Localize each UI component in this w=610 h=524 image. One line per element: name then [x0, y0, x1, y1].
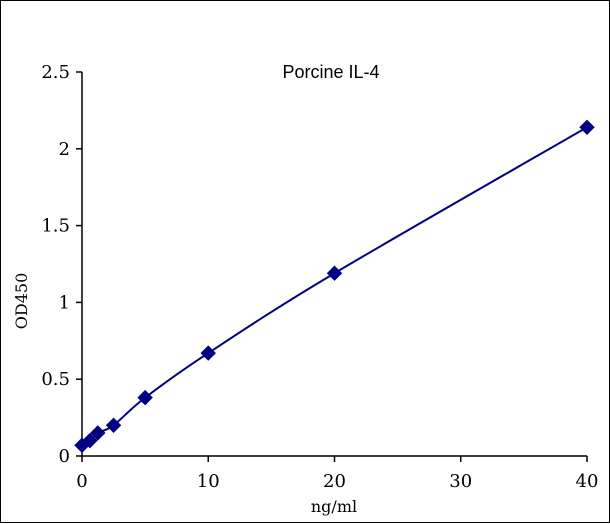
data-point [90, 425, 106, 441]
data-point [579, 119, 595, 136]
x-tick-label: 30 [449, 471, 472, 492]
fit-curve [81, 126, 588, 447]
y-axis-title: OD450 [12, 273, 31, 329]
x-tick-label: 20 [323, 471, 346, 492]
data-point [200, 345, 216, 361]
y-tick-label: 0 [59, 446, 70, 467]
y-tick-label: 1.5 [41, 216, 70, 237]
x-tick-label: 40 [576, 471, 599, 492]
x-tick-label: 10 [197, 471, 220, 492]
data-point [326, 265, 343, 281]
data-point [137, 389, 153, 406]
x-tick-label: 0 [76, 471, 87, 492]
y-tick-label: 0.5 [41, 369, 70, 390]
y-tick-label: 1 [59, 292, 70, 313]
y-tick-label: 2 [59, 139, 70, 160]
data-point [105, 417, 122, 433]
chart-title: Porcine IL-4 [282, 62, 379, 82]
marks-group [74, 119, 595, 453]
x-axis-title: ng/ml [311, 497, 357, 516]
data-point [82, 432, 98, 449]
axes-group: 0 0.5 1 1.5 2 2.5 0 10 20 30 40 [41, 62, 598, 492]
y-tick-label: 2.5 [41, 62, 70, 83]
